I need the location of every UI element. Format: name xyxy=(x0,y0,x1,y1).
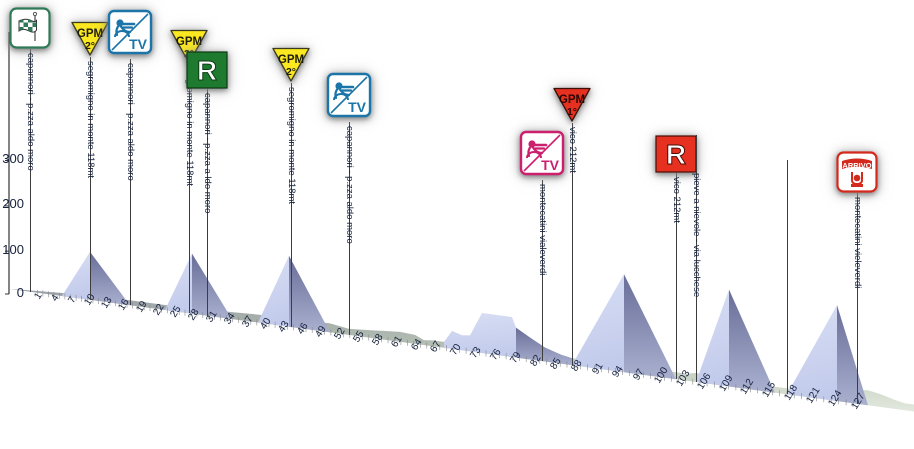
svg-text:GPM: GPM xyxy=(559,94,585,106)
svg-text:TV: TV xyxy=(541,157,560,173)
svg-text:R: R xyxy=(197,55,217,86)
svg-text:R: R xyxy=(666,139,686,170)
svg-text:2°: 2° xyxy=(286,66,296,78)
svg-text:TV: TV xyxy=(348,99,367,115)
svg-text:1°: 1° xyxy=(567,106,577,118)
svg-text:GPM: GPM xyxy=(278,54,304,66)
svg-text:GPM: GPM xyxy=(77,28,103,40)
svg-text:ARRIVO: ARRIVO xyxy=(842,161,871,170)
svg-text:TV: TV xyxy=(129,36,148,52)
svg-text:GPM: GPM xyxy=(176,36,202,48)
svg-text:2°: 2° xyxy=(85,40,95,52)
